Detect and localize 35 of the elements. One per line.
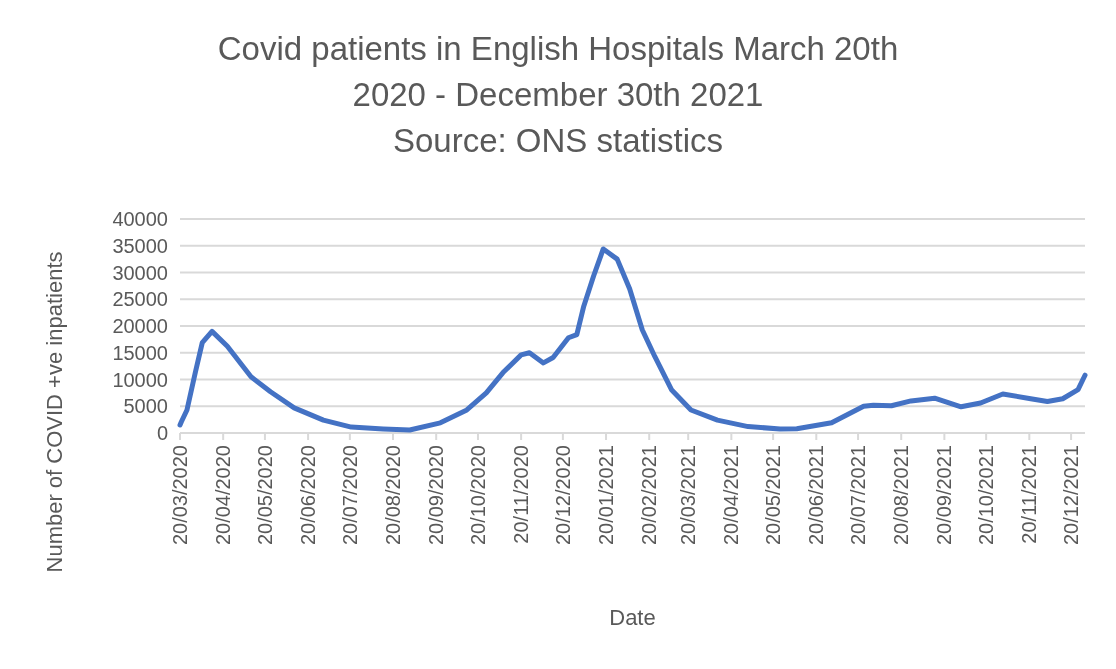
x-tick-label: 20/07/2021	[847, 445, 870, 546]
x-tick-label: 20/03/2021	[677, 445, 700, 546]
x-tick-label: 20/09/2020	[425, 445, 448, 546]
y-tick-label: 10000	[112, 368, 168, 391]
x-tick-label: 20/11/2020	[510, 445, 533, 544]
x-tick-label: 20/04/2021	[720, 445, 743, 546]
y-axis-title: Number of COVID +ve inpatients	[42, 251, 67, 573]
y-tick-label: 25000	[112, 288, 168, 311]
y-tick-label: 15000	[112, 341, 168, 364]
x-tick-label: 20/01/2021	[595, 445, 618, 546]
x-tick-label: 20/09/2021	[933, 445, 956, 546]
x-tick-label: 20/10/2021	[975, 445, 998, 546]
x-tick-label: 20/05/2021	[762, 445, 785, 546]
x-tick-label: 20/12/2020	[551, 445, 574, 546]
x-axis-title: Date	[609, 605, 656, 630]
x-tick-label: 20/11/2021	[1018, 445, 1041, 544]
x-tick-label: 20/10/2020	[466, 445, 489, 546]
y-tick-label: 20000	[112, 315, 168, 337]
source-note: Source: ONS statistics	[392, 122, 724, 159]
y-tick-label: 5000	[123, 395, 168, 418]
x-tick-label: 20/05/2020	[253, 445, 276, 546]
x-tick-label: 20/07/2020	[338, 445, 361, 546]
x-tick-label: 20/04/2020	[212, 445, 235, 546]
x-tick-label: 20/06/2020	[297, 445, 320, 546]
x-tick-label: 20/08/2021	[890, 445, 913, 546]
y-tick-label: 35000	[112, 234, 168, 257]
y-tick-label: 0	[156, 422, 168, 444]
x-tick-label: 20/12/2021	[1060, 445, 1083, 546]
x-tick-label: 20/03/2020	[169, 445, 191, 546]
x-tick-label: 20/02/2021	[638, 445, 661, 546]
y-tick-label: 30000	[112, 261, 168, 284]
x-tick-label: 20/06/2021	[805, 445, 828, 546]
chart-title: Covid patients in English Hospitals March 20th 2020 - December 30th 2021	[217, 30, 899, 113]
y-tick-label: 40000	[112, 208, 168, 230]
x-tick-label: 20/08/2020	[382, 445, 405, 546]
